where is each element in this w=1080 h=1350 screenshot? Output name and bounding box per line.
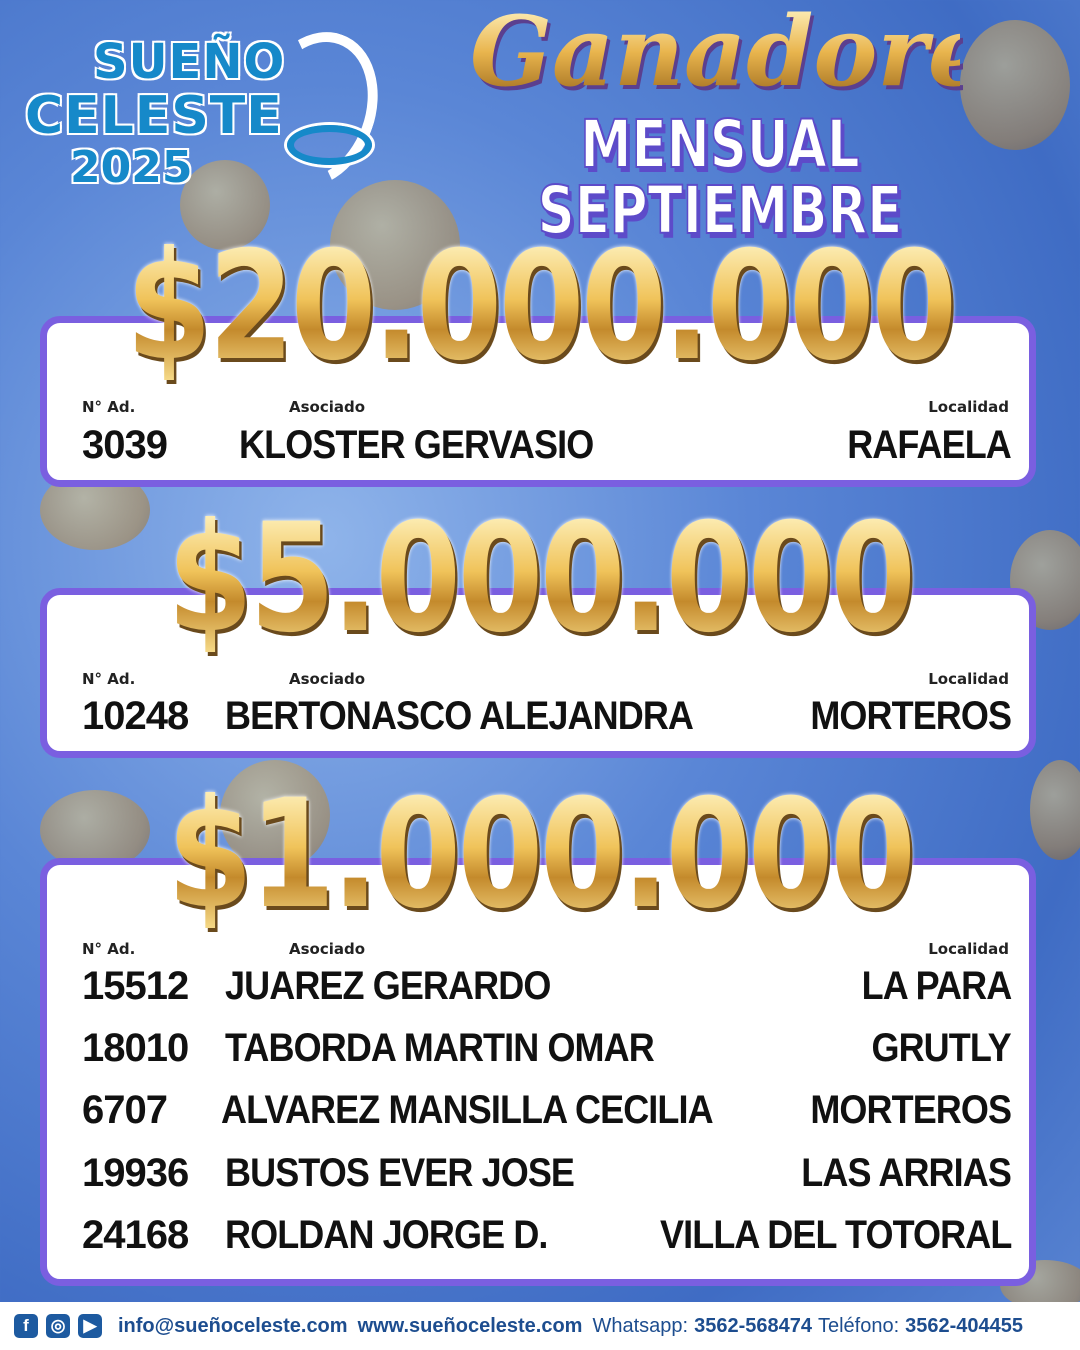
prize-amount-3: $1.000.000 — [97, 780, 983, 930]
winner-number: 18010 — [82, 1026, 189, 1070]
winner-number: 10248 — [82, 694, 189, 738]
winner-name: ALVAREZ MANSILLA CECILIA — [221, 1088, 714, 1132]
instagram-icon[interactable]: ◎ — [46, 1314, 70, 1338]
winner-name: BUSTOS EVER JOSE — [225, 1151, 575, 1195]
winner-number: 19936 — [82, 1151, 189, 1195]
winner-name: KLOSTER GERVASIO — [239, 423, 594, 467]
whatsapp-label: Whatsapp: — [592, 1314, 689, 1337]
label-associate: Asociado — [289, 940, 366, 958]
coin-decoration — [40, 790, 150, 870]
ring-decoration — [287, 125, 372, 165]
winner-number: 24168 — [82, 1213, 189, 1257]
facebook-icon[interactable]: f — [14, 1314, 38, 1338]
winner-number: 3039 — [82, 423, 168, 467]
winner-locality: MORTEROS — [810, 694, 1012, 738]
prize-amount-1: $20.000.000 — [97, 232, 983, 382]
winner-number: 6707 — [82, 1088, 168, 1132]
prize-card-2: N° Ad. Asociado Localidad 10248 BERTONAS… — [40, 588, 1036, 758]
label-number: N° Ad. — [82, 940, 136, 958]
label-number: N° Ad. — [82, 670, 136, 688]
label-associate: Asociado — [289, 398, 366, 416]
phone-number: 3562-404455 — [905, 1314, 1024, 1337]
whatsapp-number: 3562-568474 — [694, 1314, 812, 1337]
label-locality: Localidad — [928, 670, 1009, 688]
winner-name: ROLDAN JORGE D. — [225, 1213, 548, 1257]
coin-decoration — [180, 160, 270, 250]
winner-locality: LAS ARRIAS — [801, 1151, 1012, 1195]
phone-label: Teléfono: — [817, 1314, 900, 1337]
coin-decoration — [330, 180, 460, 310]
label-associate: Asociado — [289, 670, 366, 688]
label-locality: Localidad — [928, 940, 1009, 958]
winner-name: TABORDA MARTIN OMAR — [225, 1026, 655, 1070]
page-title: Ganadores — [470, 0, 1044, 108]
prize-card-1: N° Ad. Asociado Localidad 3039 KLOSTER G… — [40, 316, 1036, 487]
logo-line2: CELESTE — [25, 86, 283, 146]
coin-decoration — [1030, 760, 1080, 860]
logo-line1: SUEÑO — [93, 34, 286, 90]
label-number: N° Ad. — [82, 398, 136, 416]
winner-locality: MORTEROS — [810, 1088, 1012, 1132]
winner-locality: VILLA DEL TOTORAL — [659, 1213, 1012, 1257]
prize-amount-2: $5.000.000 — [97, 504, 983, 654]
page-subtitle: MENSUAL SEPTIEMBRE — [537, 106, 903, 249]
youtube-icon[interactable]: ▶ — [78, 1314, 102, 1338]
label-locality: Localidad — [928, 398, 1009, 416]
winner-number: 15512 — [82, 964, 189, 1008]
winner-name: JUAREZ GERARDO — [225, 964, 551, 1008]
logo-year: 2025 — [70, 142, 193, 193]
winner-locality: RAFAELA — [847, 423, 1012, 467]
coin-decoration — [960, 20, 1070, 150]
winner-locality: GRUTLY — [871, 1026, 1012, 1070]
winner-name: BERTONASCO ALEJANDRA — [225, 694, 694, 738]
footer: f ◎ ▶ info@sueñoceleste.com www.sueñocel… — [0, 1302, 1080, 1350]
winner-locality: LA PARA — [861, 964, 1012, 1008]
sueno-celeste-logo: SUEÑO CELESTE 2025 — [25, 14, 399, 206]
footer-email[interactable]: info@sueñoceleste.com — [118, 1314, 348, 1337]
footer-website[interactable]: www.sueñoceleste.com — [357, 1314, 583, 1337]
coin-decoration — [220, 760, 330, 870]
prize-card-3: N° Ad. Asociado Localidad 15512 JUAREZ G… — [40, 858, 1036, 1286]
